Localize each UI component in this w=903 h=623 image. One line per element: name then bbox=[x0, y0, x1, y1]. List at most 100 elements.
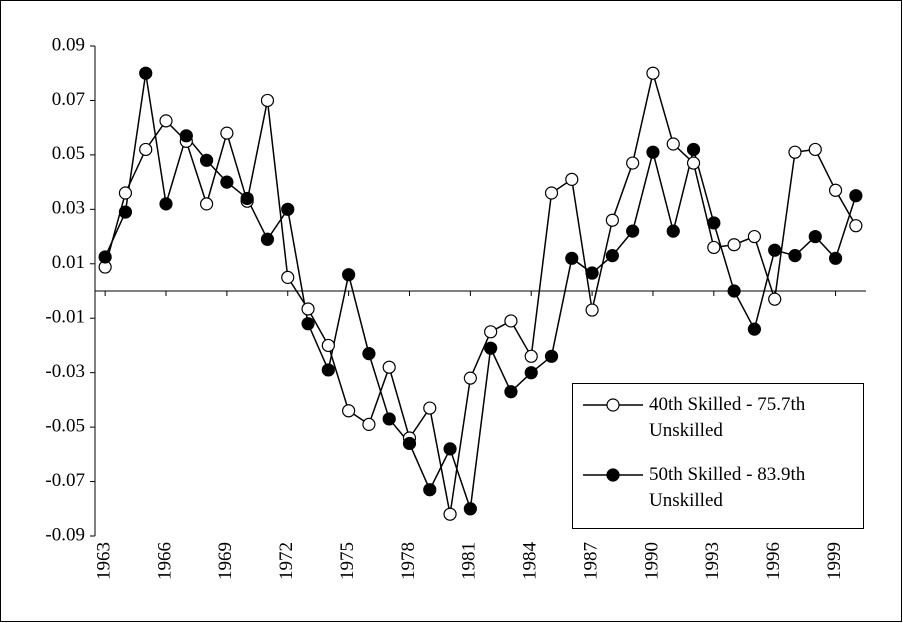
data-point bbox=[321, 338, 335, 353]
data-point bbox=[321, 363, 335, 377]
x-tick-label: 1966 bbox=[154, 542, 175, 580]
data-point bbox=[423, 483, 437, 497]
data-point bbox=[504, 314, 518, 328]
data-point bbox=[646, 145, 660, 159]
data-point bbox=[199, 197, 214, 211]
data-point bbox=[159, 197, 173, 211]
legend-label: 40th Skilled - 75.7th Unskilled bbox=[649, 394, 806, 441]
y-tick-label: -0.05 bbox=[45, 415, 85, 436]
x-tick-label: 1963 bbox=[94, 542, 115, 580]
data-point bbox=[626, 156, 640, 170]
data-point bbox=[524, 366, 538, 380]
data-point bbox=[788, 145, 802, 159]
y-tick-label: 0.03 bbox=[52, 198, 85, 219]
data-point bbox=[281, 202, 295, 216]
data-point bbox=[301, 317, 315, 331]
y-tick-label: 0.07 bbox=[52, 89, 85, 110]
data-point bbox=[768, 292, 782, 306]
data-point bbox=[362, 347, 376, 361]
y-tick-label: 0.09 bbox=[52, 34, 85, 55]
x-tick-label: 1987 bbox=[580, 542, 601, 580]
data-point bbox=[565, 172, 579, 186]
y-tick-label: 0.05 bbox=[52, 143, 85, 164]
legend-item: 40th Skilled - 75.7th Unskilled bbox=[573, 392, 863, 444]
data-point bbox=[504, 385, 518, 399]
data-point bbox=[849, 219, 863, 233]
y-tick-label: 0.01 bbox=[52, 252, 85, 273]
data-point bbox=[281, 270, 295, 284]
legend-label: 50th Skilled - 83.9th Unskilled bbox=[649, 464, 806, 511]
data-point bbox=[443, 507, 457, 521]
data-point bbox=[484, 325, 498, 339]
data-point bbox=[768, 243, 782, 257]
data-point bbox=[808, 142, 822, 157]
data-point bbox=[747, 229, 762, 244]
data-point bbox=[199, 153, 214, 167]
x-tick-label: 1981 bbox=[459, 542, 480, 580]
data-point bbox=[240, 191, 254, 206]
data-point bbox=[179, 129, 193, 143]
data-point bbox=[463, 371, 477, 385]
data-point bbox=[666, 137, 680, 151]
data-point bbox=[382, 360, 396, 374]
legend-symbol bbox=[583, 468, 643, 482]
data-point bbox=[605, 249, 619, 263]
x-tick-label: 1993 bbox=[702, 542, 723, 580]
legend-marker bbox=[606, 468, 620, 482]
x-tick-label: 1999 bbox=[824, 542, 845, 580]
data-point bbox=[747, 322, 762, 336]
data-point bbox=[646, 66, 660, 80]
data-point bbox=[828, 251, 843, 265]
data-point bbox=[686, 142, 701, 157]
data-point bbox=[788, 249, 802, 263]
data-point bbox=[118, 186, 133, 200]
data-point bbox=[727, 284, 741, 298]
data-point bbox=[118, 205, 133, 219]
data-point bbox=[220, 126, 234, 140]
data-point bbox=[707, 240, 721, 255]
legend: 40th Skilled - 75.7th Unskilled 50th Skil… bbox=[572, 383, 864, 529]
data-point bbox=[402, 436, 417, 451]
data-point bbox=[423, 401, 437, 415]
data-point bbox=[727, 238, 741, 252]
x-tick-label: 1978 bbox=[398, 542, 419, 580]
data-point bbox=[666, 224, 680, 238]
data-point bbox=[849, 189, 863, 203]
data-point bbox=[463, 502, 477, 516]
data-point bbox=[382, 412, 396, 426]
legend-item: 50th Skilled - 83.9th Unskilled bbox=[573, 462, 863, 514]
y-tick-label: -0.07 bbox=[45, 470, 85, 491]
data-point bbox=[260, 232, 275, 246]
x-tick-label: 1996 bbox=[763, 542, 784, 580]
data-point bbox=[808, 229, 822, 244]
y-tick-label: -0.01 bbox=[45, 307, 85, 328]
y-tick-label: -0.09 bbox=[45, 524, 85, 545]
data-point bbox=[443, 442, 457, 456]
legend-marker bbox=[606, 398, 620, 412]
data-point bbox=[159, 114, 173, 128]
x-tick-label: 1969 bbox=[215, 542, 236, 580]
data-point bbox=[524, 349, 538, 363]
x-tick-label: 1990 bbox=[641, 542, 662, 580]
x-tick-label: 1984 bbox=[520, 542, 541, 581]
data-point bbox=[686, 156, 701, 170]
data-point bbox=[544, 186, 559, 200]
data-point bbox=[707, 216, 721, 230]
data-point bbox=[585, 303, 599, 317]
data-point bbox=[220, 175, 234, 189]
data-point bbox=[565, 251, 579, 265]
data-point bbox=[626, 224, 640, 238]
y-tick-label: -0.03 bbox=[45, 361, 85, 382]
data-point bbox=[139, 66, 153, 80]
data-point bbox=[605, 213, 619, 227]
data-point bbox=[342, 268, 356, 282]
data-point bbox=[544, 349, 559, 363]
data-point bbox=[484, 341, 498, 355]
data-point bbox=[828, 183, 843, 197]
data-point bbox=[342, 404, 356, 418]
data-point bbox=[362, 417, 376, 431]
data-point bbox=[301, 302, 315, 316]
data-point bbox=[260, 93, 275, 108]
